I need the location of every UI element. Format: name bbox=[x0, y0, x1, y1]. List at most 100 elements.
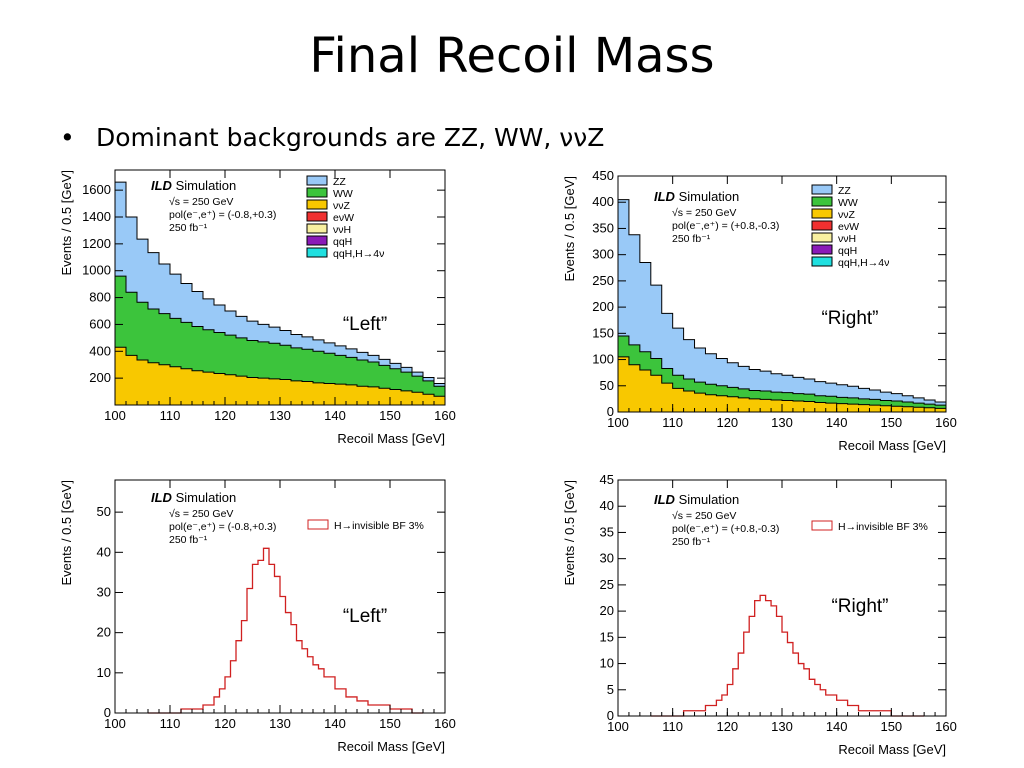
sim-info-line: √s = 250 GeV bbox=[672, 207, 736, 219]
y-tick-label: 0 bbox=[607, 404, 614, 419]
legend-swatch bbox=[811, 256, 833, 267]
y-tick-label: 100 bbox=[592, 352, 614, 367]
y-tick-label: 30 bbox=[97, 584, 111, 599]
legend-label: ννH bbox=[333, 224, 351, 236]
legend-label: ννH bbox=[838, 233, 856, 245]
x-tick-label: 150 bbox=[880, 719, 902, 734]
y-tick-label: 30 bbox=[600, 551, 614, 566]
y-tick-label: 25 bbox=[600, 577, 614, 592]
plot-frame bbox=[617, 479, 947, 717]
y-tick-label: 10 bbox=[600, 656, 614, 671]
y-tick-label: 350 bbox=[592, 220, 614, 235]
chart-left-signal: 100 110 120 130 140 150 160 0 10 20 30 40 50 Recoil M… bbox=[59, 479, 456, 754]
x-tick-label: 100 bbox=[104, 408, 126, 423]
y-tick-label: 300 bbox=[592, 247, 614, 262]
legend-swatch bbox=[811, 232, 833, 243]
sim-info-line: √s = 250 GeV bbox=[169, 196, 233, 208]
y-axis-label: Events / 0.5 [GeV] bbox=[562, 480, 577, 586]
y-axis-label: Events / 0.5 [GeV] bbox=[59, 480, 74, 586]
y-tick-label: 40 bbox=[600, 498, 614, 513]
y-axis-label: Events / 0.5 [GeV] bbox=[59, 170, 74, 276]
legend-swatch bbox=[811, 184, 833, 195]
legend-label: qqH,H→4ν bbox=[838, 257, 889, 269]
y-tick-label: 50 bbox=[600, 378, 614, 393]
sim-info-line: √s = 250 GeV bbox=[672, 510, 736, 522]
sim-title: ILD Simulation bbox=[654, 189, 739, 204]
x-axis-label: Recoil Mass [GeV] bbox=[838, 438, 946, 453]
chart-right-backgrounds: 100 110 120 130 140 150 160 0 50 100 150 200 250 300 3… bbox=[562, 168, 957, 453]
x-tick-label: 140 bbox=[324, 408, 346, 423]
legend-swatch bbox=[811, 220, 833, 231]
sim-title: ILD Simulation bbox=[151, 178, 236, 193]
x-tick-label: 160 bbox=[935, 719, 957, 734]
sim-info-line: 250 fb⁻¹ bbox=[169, 534, 208, 546]
x-tick-label: 120 bbox=[716, 415, 738, 430]
legend-swatch bbox=[306, 211, 328, 222]
panel-annotation: “Right” bbox=[821, 308, 878, 329]
x-tick-label: 120 bbox=[716, 719, 738, 734]
y-tick-label: 250 bbox=[592, 273, 614, 288]
y-axis-label: Events / 0.5 [GeV] bbox=[562, 176, 577, 282]
x-tick-label: 120 bbox=[214, 408, 236, 423]
legend-swatch bbox=[811, 196, 833, 207]
x-tick-label: 160 bbox=[434, 408, 456, 423]
y-tick-label: 5 bbox=[607, 682, 614, 697]
legend-label: eνW bbox=[838, 221, 859, 233]
legend-label: ZZ bbox=[333, 176, 346, 188]
y-tick-label: 400 bbox=[89, 343, 111, 358]
legend-swatch bbox=[306, 187, 328, 198]
y-tick-label: 20 bbox=[600, 603, 614, 618]
y-tick-label: 200 bbox=[592, 299, 614, 314]
x-tick-label: 130 bbox=[771, 719, 793, 734]
y-tick-label: 1400 bbox=[82, 209, 111, 224]
sim-info-line: pol(e⁻,e⁺) = (+0.8,-0.3) bbox=[672, 220, 779, 232]
legend-label: ννZ bbox=[838, 209, 856, 221]
legend-label: H→invisible BF 3% bbox=[334, 520, 424, 532]
y-tick-label: 600 bbox=[89, 316, 111, 331]
x-axis-label: Recoil Mass [GeV] bbox=[838, 742, 946, 757]
x-tick-label: 140 bbox=[826, 415, 848, 430]
chart-left-backgrounds: 100 110 120 130 140 150 160 200 400 600 800 1000 120… bbox=[59, 169, 456, 446]
x-tick-label: 110 bbox=[160, 408, 181, 423]
x-tick-label: 130 bbox=[269, 716, 291, 731]
y-tick-label: 150 bbox=[592, 325, 614, 340]
y-tick-label: 400 bbox=[592, 194, 614, 209]
y-tick-label: 15 bbox=[600, 629, 614, 644]
legend-label: qqH bbox=[838, 245, 857, 257]
legend-swatch bbox=[811, 244, 833, 255]
legend-swatch bbox=[307, 519, 329, 530]
x-tick-label: 130 bbox=[771, 415, 793, 430]
x-tick-label: 150 bbox=[880, 415, 902, 430]
x-tick-label: 150 bbox=[379, 408, 401, 423]
x-tick-label: 110 bbox=[662, 719, 683, 734]
sim-title: ILD Simulation bbox=[151, 490, 236, 505]
x-tick-label: 160 bbox=[935, 415, 957, 430]
y-tick-label: 35 bbox=[600, 524, 614, 539]
stack-ZZ bbox=[617, 199, 947, 413]
panel-annotation: “Left” bbox=[343, 606, 387, 627]
x-axis-label: Recoil Mass [GeV] bbox=[337, 431, 445, 446]
legend-label: ννZ bbox=[333, 200, 351, 212]
x-tick-label: 110 bbox=[160, 716, 181, 731]
x-tick-label: 100 bbox=[607, 415, 629, 430]
chart-right-signal: 100 110 120 130 140 150 160 0 5 10 15 20 25 30 35 40 45 R… bbox=[562, 472, 957, 757]
y-tick-label: 0 bbox=[104, 705, 111, 720]
x-tick-label: 100 bbox=[607, 719, 629, 734]
y-tick-label: 800 bbox=[89, 290, 111, 305]
legend-label: qqH,H→4ν bbox=[333, 248, 384, 260]
y-tick-label: 1000 bbox=[82, 263, 111, 278]
sim-info-line: pol(e⁻,e⁺) = (+0.8,-0.3) bbox=[672, 523, 779, 535]
sim-info-line: 250 fb⁻¹ bbox=[169, 222, 208, 234]
legend-swatch bbox=[306, 175, 328, 186]
sim-info-line: pol(e⁻,e⁺) = (-0.8,+0.3) bbox=[169, 209, 276, 221]
sim-info-line: 250 fb⁻¹ bbox=[672, 233, 711, 245]
x-tick-label: 150 bbox=[379, 716, 401, 731]
y-tick-label: 50 bbox=[97, 504, 111, 519]
sim-info-line: √s = 250 GeV bbox=[169, 508, 233, 520]
y-tick-label: 200 bbox=[89, 370, 111, 385]
y-tick-label: 20 bbox=[97, 625, 111, 640]
stack-vvZ bbox=[617, 356, 947, 413]
legend-swatch bbox=[811, 208, 833, 219]
panel-annotation: “Right” bbox=[831, 596, 888, 617]
x-tick-label: 130 bbox=[269, 408, 291, 423]
